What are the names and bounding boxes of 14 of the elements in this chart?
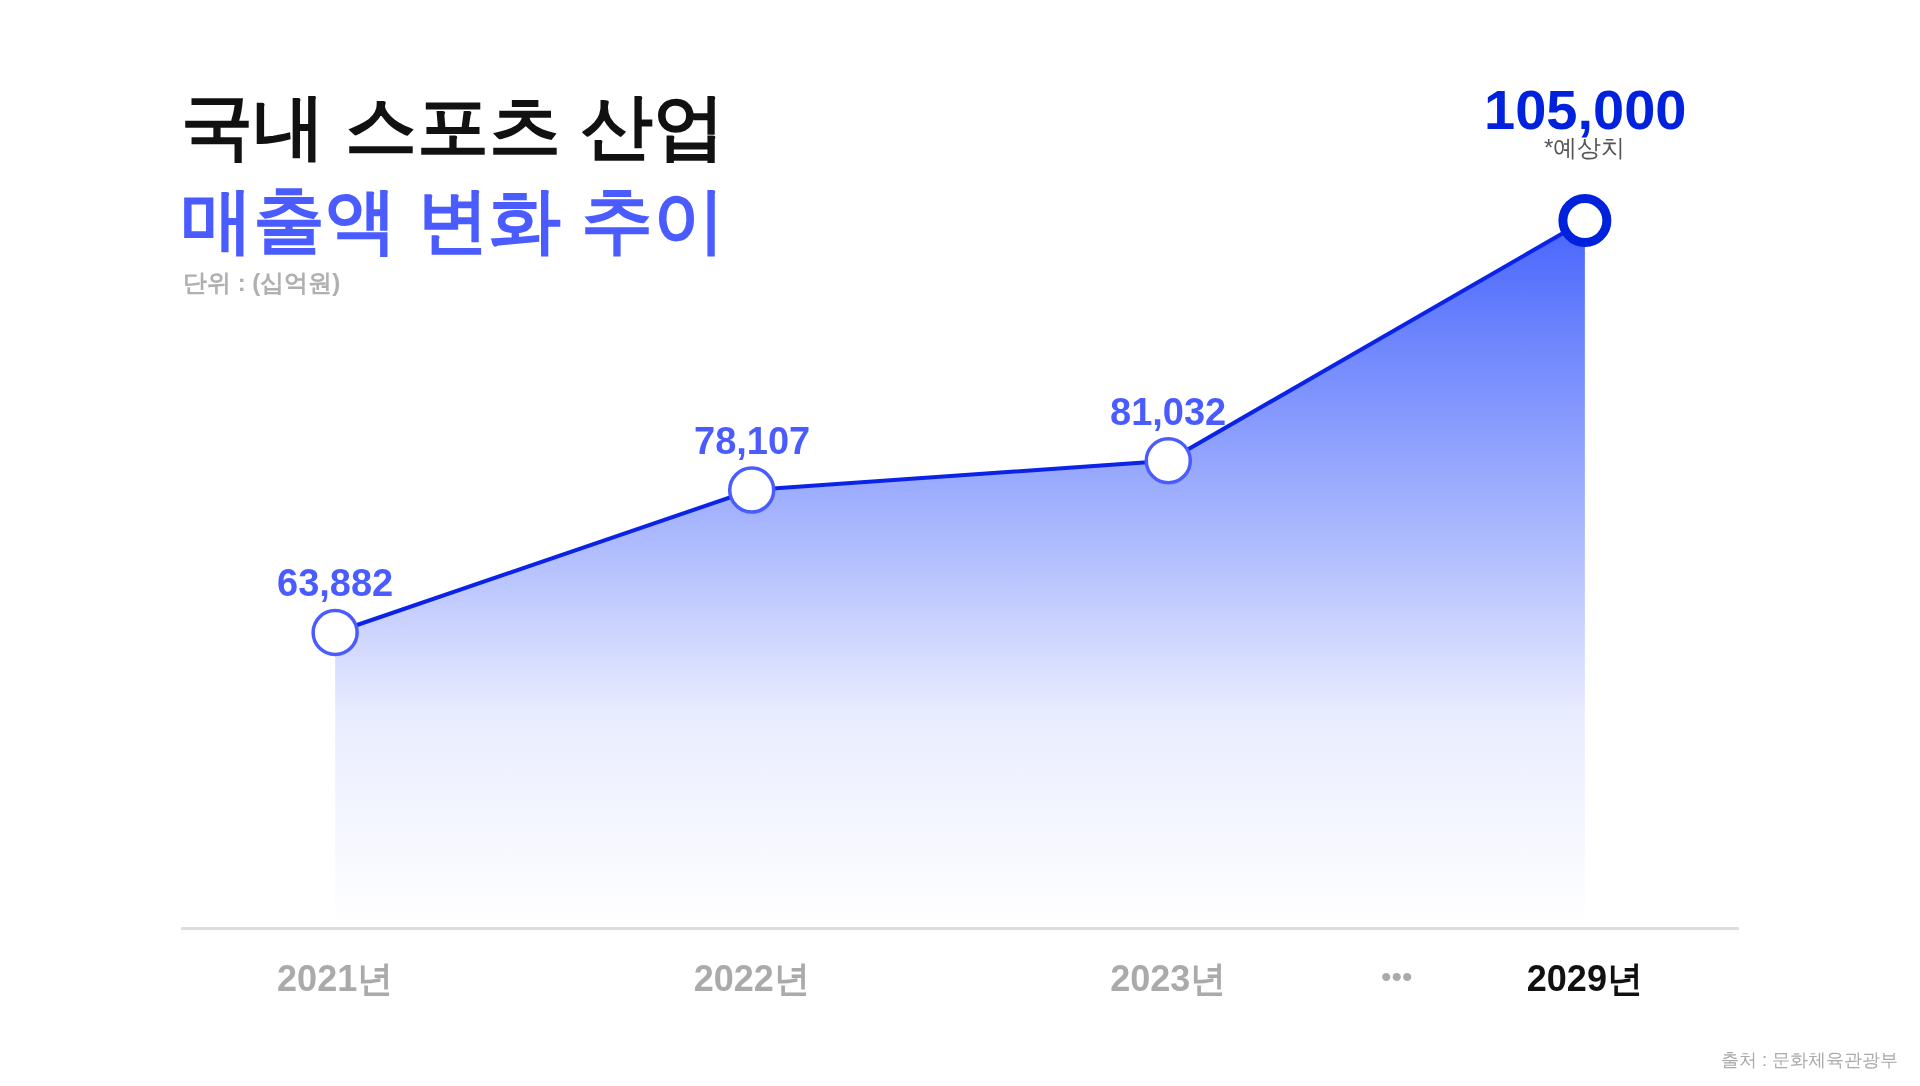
x-tick-label: 2021년 [277,957,394,999]
annotation: ••• [1381,960,1413,993]
text: 단위 : (십억원) [183,269,341,296]
x-tick-label: 2029년 [1526,957,1643,999]
x-tick-label: 2023년 [1110,957,1227,999]
data-label: 78,107 [694,420,811,462]
x-tick-label: 2022년 [693,957,810,999]
point [311,608,359,657]
data-label: 81,032 [1110,391,1227,433]
point [1144,436,1193,485]
annotation: 출처 : 문화체육관광부 [1721,1050,1899,1070]
chart-title: 국내 스포츠 산업 매출액 변화 추이 [181,85,726,260]
point [727,466,776,514]
data-label: 63,882 [277,562,394,604]
